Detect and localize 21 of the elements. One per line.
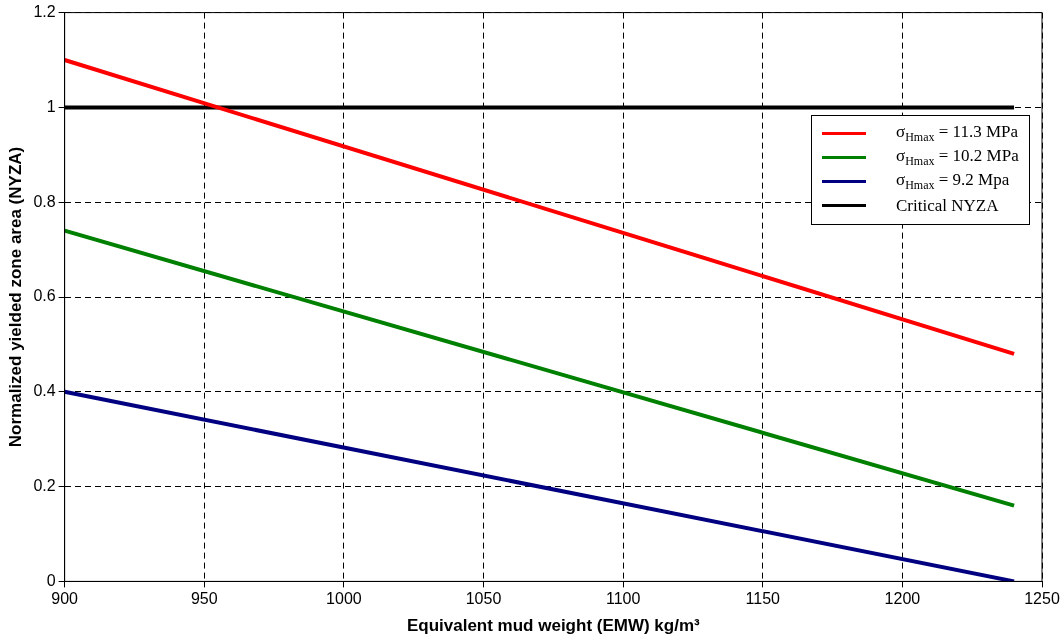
x-axis-title: Equivalent mud weight (EMW) kg/m³ bbox=[406, 616, 701, 636]
y-tick-label: 1 bbox=[46, 97, 56, 115]
x-tick-label: 1100 bbox=[605, 590, 641, 608]
y-tick-label: 1.2 bbox=[33, 3, 56, 21]
legend-label: σ$_{Hmax}$ = 10.2 MPa bbox=[896, 146, 1019, 170]
y-tick-label: 0 bbox=[46, 571, 56, 589]
y-tick-label: 0.4 bbox=[33, 382, 56, 400]
x-tick-label: 900 bbox=[51, 590, 79, 608]
y-tick-label: 0.6 bbox=[33, 287, 56, 305]
x-tick-label: 1200 bbox=[884, 590, 921, 608]
x-tick-label: 1000 bbox=[326, 590, 362, 608]
x-tick-label: 1050 bbox=[465, 590, 502, 608]
x-tick-label: 1150 bbox=[745, 590, 781, 608]
x-tick-label: 1250 bbox=[1024, 590, 1060, 608]
legend-label: Critical NYZA bbox=[896, 195, 999, 216]
y-tick-label: 0.2 bbox=[33, 477, 56, 495]
y-tick-label: 0.8 bbox=[33, 192, 56, 210]
x-tick-label: 950 bbox=[190, 590, 218, 608]
legend-label: σ$_{Hmax}$ = 11.3 MPa bbox=[896, 122, 1019, 146]
y-axis-title: Normalized yielded zone area (NYZA) bbox=[5, 146, 25, 448]
legend-label: σ$_{Hmax}$ = 9.2 Mpa bbox=[896, 170, 1010, 194]
